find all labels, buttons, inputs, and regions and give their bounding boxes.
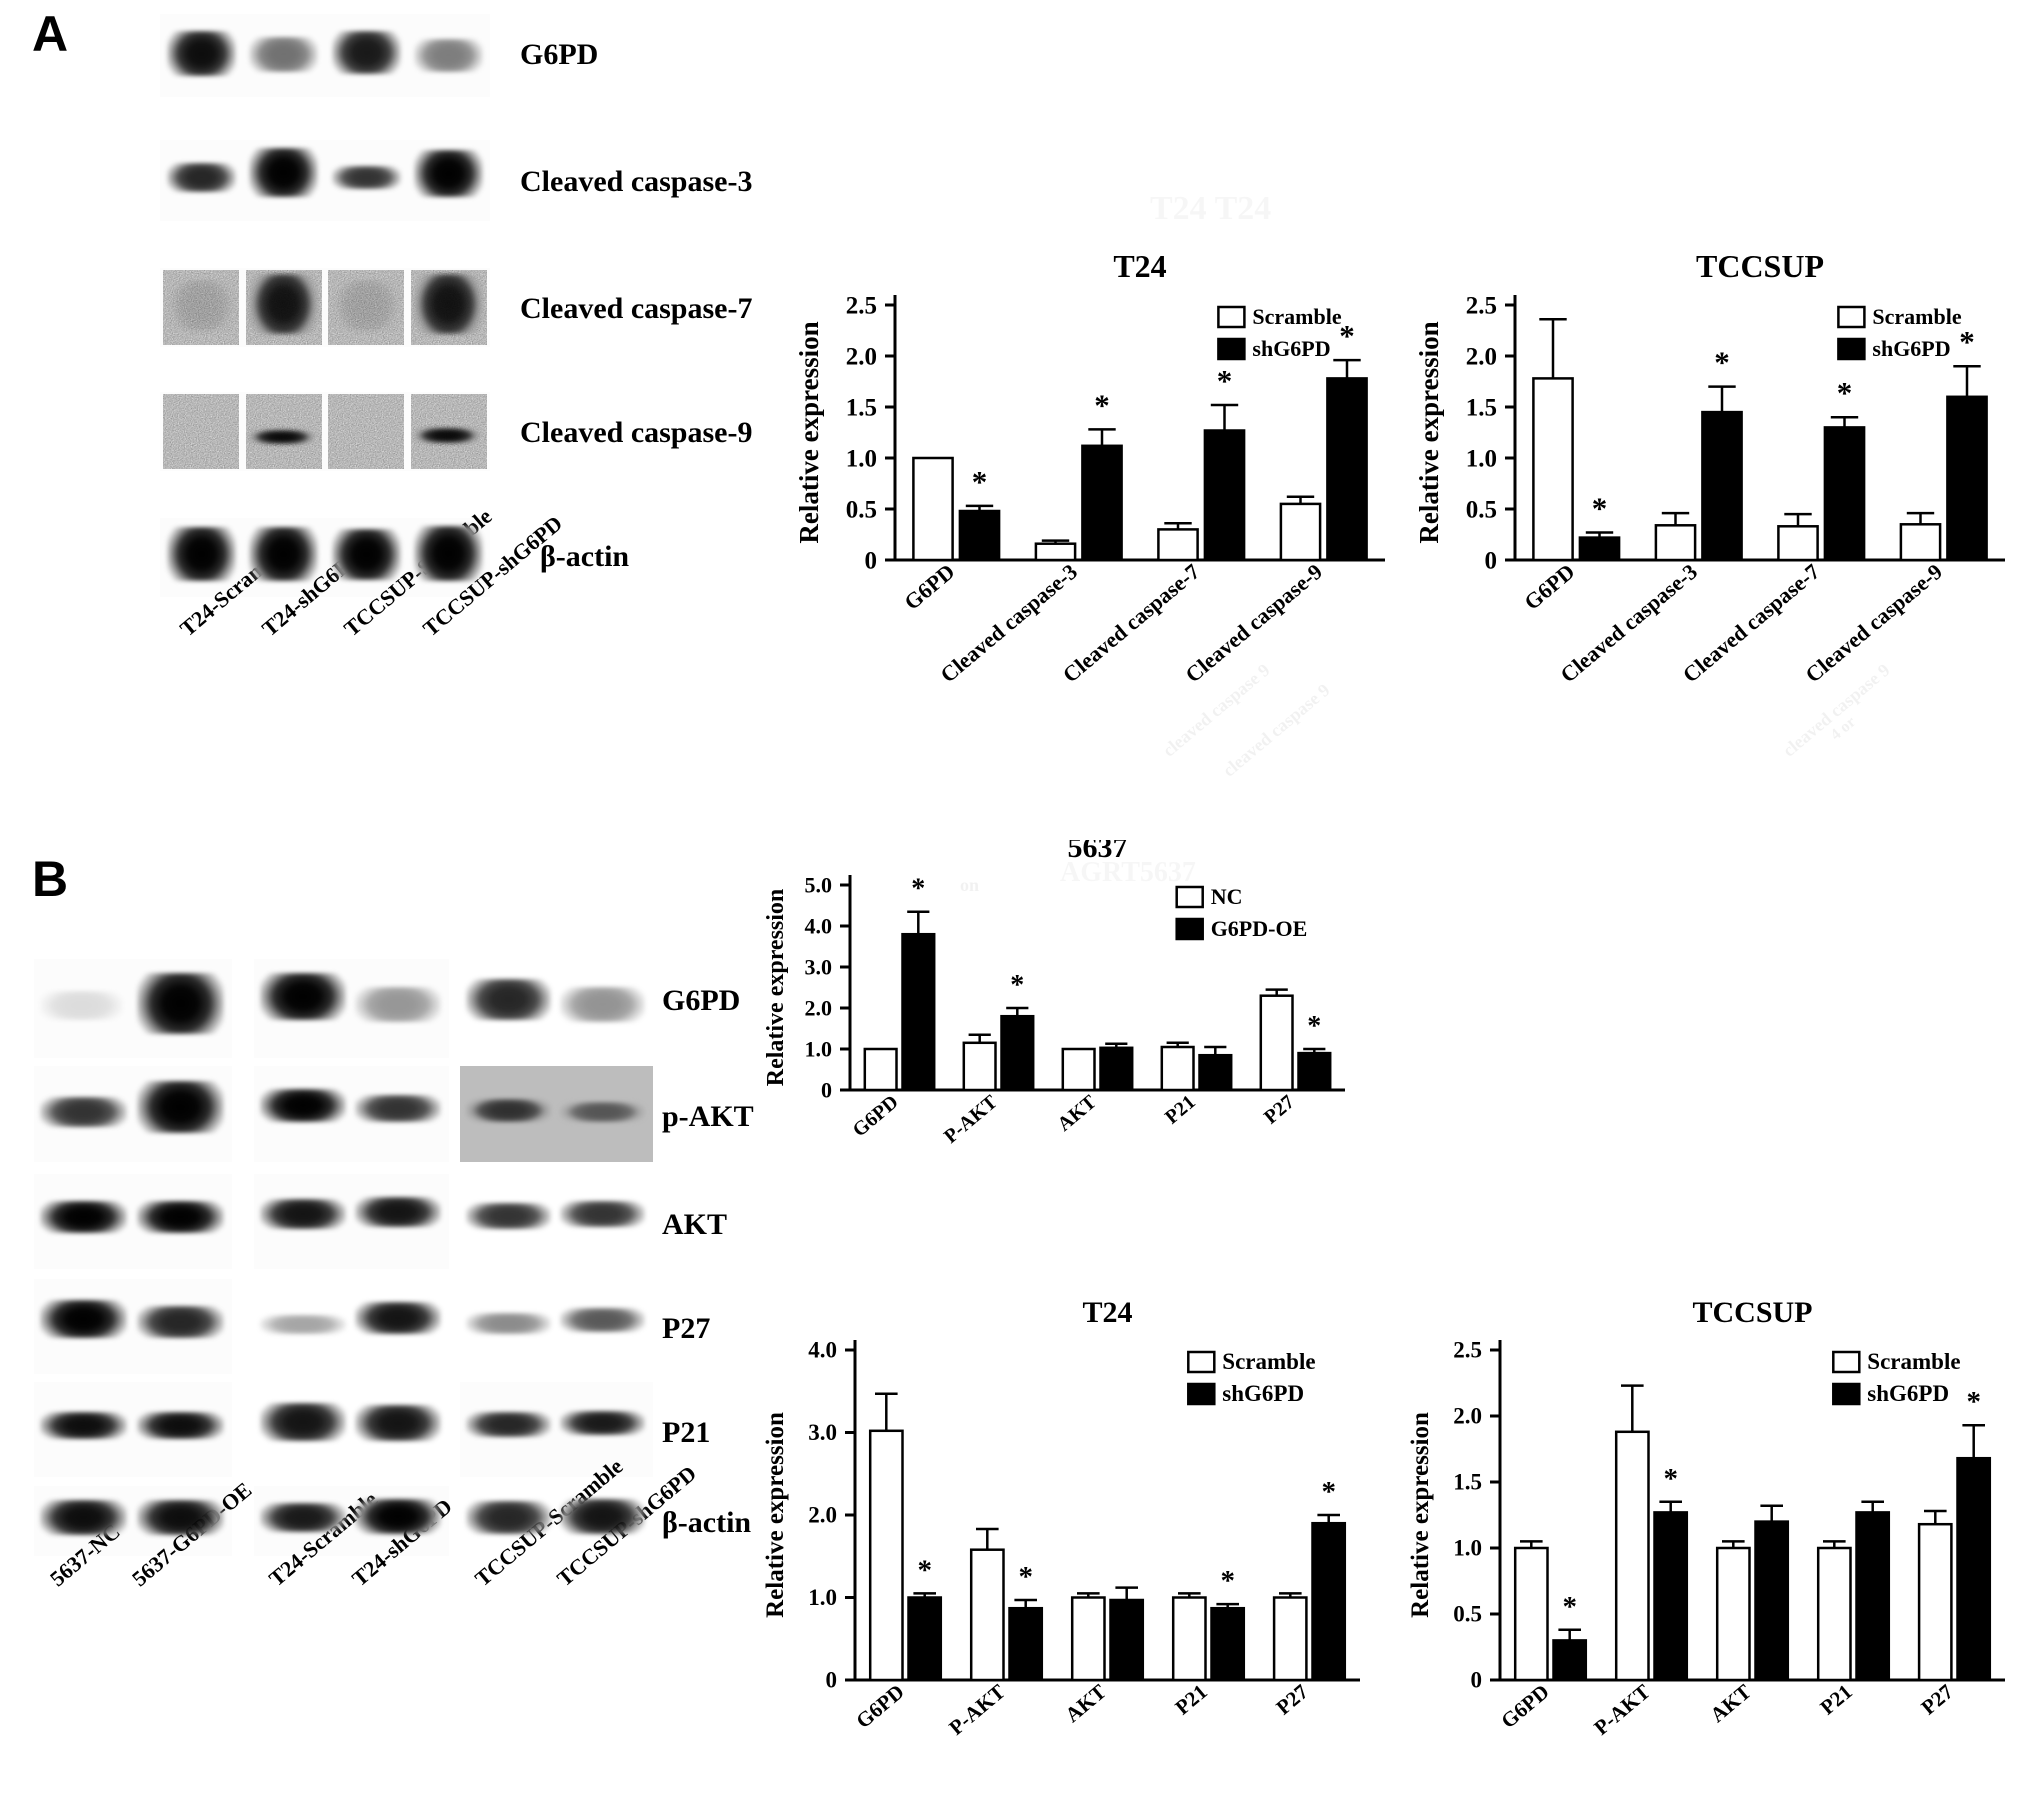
svg-text:*: * — [1018, 1561, 1032, 1593]
svg-text:1.0: 1.0 — [846, 445, 877, 472]
svg-text:3.0: 3.0 — [805, 954, 833, 979]
svg-text:AKT: AKT — [1060, 1679, 1110, 1727]
svg-text:4.0: 4.0 — [805, 913, 833, 938]
svg-text:Scramble: Scramble — [1222, 1349, 1315, 1374]
svg-text:*: * — [1010, 970, 1024, 1001]
svg-text:Relative expression: Relative expression — [1407, 1412, 1434, 1618]
svg-text:*: * — [911, 874, 925, 905]
svg-text:1.5: 1.5 — [846, 394, 877, 421]
svg-text:*: * — [1094, 387, 1110, 422]
svg-text:2.5: 2.5 — [1466, 292, 1497, 319]
svg-text:*: * — [1837, 375, 1853, 410]
svg-text:1.5: 1.5 — [1466, 394, 1497, 421]
svg-text:TCCSUP: TCCSUP — [1696, 255, 1824, 284]
svg-text:2.0: 2.0 — [1466, 343, 1497, 370]
svg-text:AKT: AKT — [1053, 1091, 1101, 1136]
svg-text:0: 0 — [1485, 547, 1498, 574]
svg-text:2.0: 2.0 — [1453, 1404, 1482, 1429]
svg-text:G6PD: G6PD — [849, 1091, 903, 1141]
svg-text:*: * — [1562, 1591, 1577, 1623]
svg-text:Relative expression: Relative expression — [763, 889, 789, 1087]
svg-text:NC: NC — [1211, 884, 1243, 909]
svg-text:P-AKT: P-AKT — [940, 1091, 1002, 1148]
svg-text:1.0: 1.0 — [1453, 1536, 1482, 1561]
svg-text:2.0: 2.0 — [846, 343, 877, 370]
svg-text:P21: P21 — [1161, 1091, 1200, 1129]
svg-text:2.5: 2.5 — [846, 292, 877, 319]
svg-text:P-AKT: P-AKT — [944, 1679, 1009, 1739]
svg-text:Relative expression: Relative expression — [794, 321, 824, 543]
svg-text:0.5: 0.5 — [846, 496, 877, 523]
svg-text:G6PD-OE: G6PD-OE — [1211, 916, 1308, 941]
svg-text:*: * — [1321, 1476, 1336, 1508]
svg-text:P27: P27 — [1260, 1091, 1299, 1129]
svg-text:Scramble: Scramble — [1867, 1349, 1960, 1374]
svg-text:1.0: 1.0 — [808, 1585, 837, 1610]
svg-text:0.5: 0.5 — [1466, 496, 1497, 523]
svg-text:P27: P27 — [1271, 1679, 1312, 1719]
svg-text:G6PD: G6PD — [899, 559, 959, 615]
svg-text:TCCSUP: TCCSUP — [1692, 1296, 1812, 1329]
svg-text:P21: P21 — [1815, 1679, 1856, 1719]
svg-text:5.0: 5.0 — [805, 872, 833, 897]
svg-text:4.0: 4.0 — [808, 1338, 837, 1363]
svg-text:*: * — [1217, 363, 1233, 398]
svg-text:2.0: 2.0 — [808, 1503, 837, 1528]
svg-text:3.0: 3.0 — [808, 1420, 837, 1445]
svg-text:shG6PD: shG6PD — [1872, 336, 1950, 361]
svg-text:P27: P27 — [1916, 1679, 1957, 1719]
svg-text:0: 0 — [821, 1077, 832, 1102]
svg-text:1.0: 1.0 — [805, 1036, 833, 1061]
svg-text:*: * — [1220, 1565, 1235, 1597]
svg-text:AKT: AKT — [1705, 1679, 1755, 1727]
svg-text:2.5: 2.5 — [1453, 1338, 1482, 1363]
svg-text:*: * — [1592, 491, 1608, 526]
svg-text:shG6PD: shG6PD — [1252, 336, 1330, 361]
svg-text:*: * — [917, 1554, 932, 1586]
svg-text:Relative expression: Relative expression — [1414, 321, 1444, 543]
svg-text:G6PD: G6PD — [1496, 1679, 1553, 1733]
svg-text:Scramble: Scramble — [1252, 304, 1341, 329]
svg-text:0.5: 0.5 — [1453, 1602, 1482, 1627]
svg-text:Relative expression: Relative expression — [762, 1412, 789, 1618]
svg-text:0: 0 — [1471, 1668, 1483, 1693]
svg-text:Scramble: Scramble — [1872, 304, 1961, 329]
svg-text:P-AKT: P-AKT — [1589, 1679, 1654, 1739]
svg-text:G6PD: G6PD — [1519, 559, 1579, 615]
svg-text:G6PD: G6PD — [851, 1679, 908, 1733]
svg-text:*: * — [1959, 324, 1975, 359]
svg-text:*: * — [1966, 1386, 1981, 1418]
svg-text:0: 0 — [826, 1668, 838, 1693]
svg-text:shG6PD: shG6PD — [1867, 1381, 1949, 1406]
svg-text:1.0: 1.0 — [1466, 445, 1497, 472]
svg-text:0: 0 — [865, 547, 878, 574]
svg-text:P21: P21 — [1170, 1679, 1211, 1719]
svg-text:shG6PD: shG6PD — [1222, 1381, 1304, 1406]
svg-text:1.5: 1.5 — [1453, 1470, 1482, 1495]
svg-text:5637: 5637 — [1068, 840, 1128, 864]
svg-text:T24: T24 — [1082, 1296, 1132, 1329]
svg-text:*: * — [1714, 345, 1730, 380]
svg-text:*: * — [972, 464, 988, 499]
svg-text:2.0: 2.0 — [805, 995, 833, 1020]
svg-text:T24: T24 — [1113, 255, 1166, 284]
svg-text:*: * — [1307, 1011, 1321, 1042]
svg-text:*: * — [1663, 1463, 1678, 1495]
